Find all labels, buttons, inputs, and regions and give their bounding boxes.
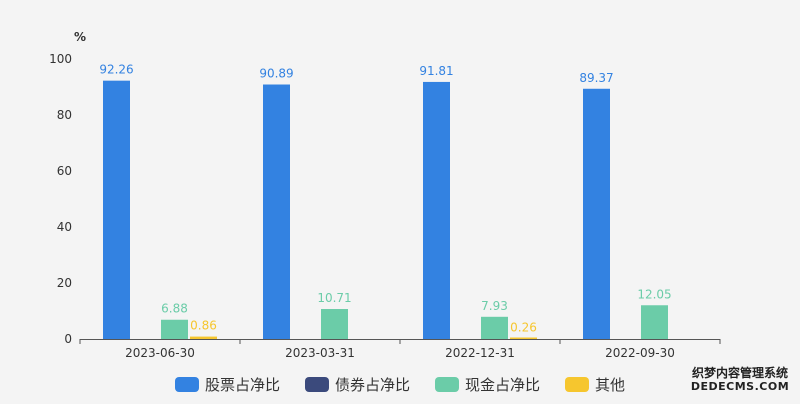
x-tick-label: 2022-09-30 — [605, 346, 675, 360]
data-label: 91.81 — [419, 64, 453, 78]
x-tick-label: 2023-03-31 — [285, 346, 355, 360]
legend-swatch[interactable] — [305, 377, 329, 392]
x-tick-label: 2022-12-31 — [445, 346, 515, 360]
watermark-line2: DEDECMS.COM — [690, 380, 790, 393]
legend-swatch[interactable] — [565, 377, 589, 392]
y-tick-label: 60 — [57, 164, 72, 178]
data-label: 90.89 — [259, 67, 293, 81]
bar — [583, 88, 610, 339]
bar — [263, 84, 290, 340]
y-tick-label: 0 — [64, 332, 72, 346]
bar — [641, 305, 668, 339]
data-label: 6.88 — [161, 302, 188, 316]
y-tick-label: 40 — [57, 220, 72, 234]
data-label: 0.26 — [510, 320, 537, 334]
watermark-line1: 织梦内容管理系统 — [691, 366, 788, 380]
y-tick-label: 80 — [57, 108, 72, 122]
data-label: 89.37 — [579, 71, 613, 85]
data-label: 12.05 — [637, 287, 671, 301]
data-label: 7.93 — [481, 299, 508, 313]
legend-label[interactable]: 股票占净比 — [205, 376, 280, 394]
bar — [103, 80, 130, 339]
bar — [190, 336, 217, 339]
legend-label[interactable]: 现金占净比 — [465, 376, 540, 394]
y-tick-label: 20 — [57, 276, 72, 290]
watermark: 织梦内容管理系统 DEDECMS.COM — [686, 366, 794, 394]
data-label: 0.86 — [190, 319, 217, 333]
legend-swatch[interactable] — [435, 377, 459, 392]
bar — [510, 337, 537, 339]
data-label: 92.26 — [99, 63, 133, 77]
y-axis-unit-label: % — [74, 30, 86, 44]
bar — [423, 81, 450, 339]
legend-label[interactable]: 其他 — [595, 376, 625, 394]
x-tick-label: 2023-06-30 — [125, 346, 195, 360]
legend-label[interactable]: 债券占净比 — [335, 376, 410, 394]
bar — [321, 309, 348, 339]
bar — [161, 319, 188, 339]
y-tick-label: 100 — [49, 52, 72, 66]
data-label: 10.71 — [317, 291, 351, 305]
bar — [481, 316, 508, 339]
legend-swatch[interactable] — [175, 377, 199, 392]
